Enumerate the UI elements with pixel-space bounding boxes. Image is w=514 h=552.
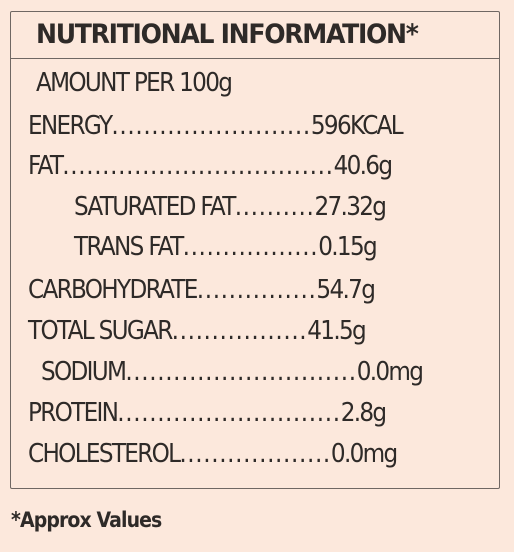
amount-per-label: AMOUNT PER 100g — [36, 68, 233, 98]
nutrient-row-saturated-fat: SATURATED FAT..........27.32g — [74, 192, 387, 222]
nutrient-row-cholesterol: CHOLESTEROL...................0.0mg — [28, 439, 398, 469]
nutrient-row-fat: FAT..................................40.… — [28, 151, 393, 181]
nutrient-value: 596KCAL — [310, 111, 404, 141]
dot-leader: .......... — [234, 192, 315, 222]
nutrient-row-energy: ENERGY.........................596KCAL — [28, 111, 404, 141]
nutrient-value: 41.5g — [307, 316, 366, 346]
dot-leader: ................. — [171, 316, 308, 346]
nutrient-row-protein: PROTEIN............................2.8g — [28, 398, 387, 428]
approx-values-footnote: *Approx Values — [11, 508, 162, 532]
nutrient-label: FAT — [28, 151, 64, 181]
nutrient-value: 27.32g — [314, 192, 386, 222]
dot-leader: ................. — [182, 232, 319, 262]
nutrient-value: 0.0mg — [330, 439, 398, 469]
nutrient-label: ENERGY — [28, 111, 113, 141]
nutrient-row-trans-fat: TRANS FAT.................0.15g — [74, 232, 378, 262]
nutrient-row-sodium: SODIUM.............................0.0mg — [41, 357, 424, 387]
nutrition-panel — [10, 11, 500, 489]
nutrient-label: PROTEIN — [28, 398, 119, 428]
dot-leader: ............................. — [125, 357, 357, 387]
nutrient-label: SODIUM — [41, 357, 127, 387]
nutrient-label: TOTAL SUGAR — [28, 316, 173, 346]
dot-leader: ......................... — [111, 111, 311, 141]
nutrient-value: 40.6g — [333, 151, 393, 181]
nutrient-value: 0.15g — [318, 232, 377, 262]
dot-leader: ............... — [196, 275, 317, 305]
nutrient-row-total-sugar: TOTAL SUGAR.................41.5g — [28, 316, 367, 346]
dot-leader: ............................ — [117, 398, 341, 428]
panel-title: NUTRITIONAL INFORMATION* — [36, 19, 419, 50]
nutrient-label: CHOLESTEROL — [28, 439, 181, 469]
nutrient-label: TRANS FAT — [74, 232, 184, 262]
dot-leader: .................................. — [62, 151, 334, 181]
nutrient-label: SATURATED FAT — [74, 192, 236, 222]
dot-leader: ................... — [179, 439, 331, 469]
nutrient-row-carbohydrate: CARBOHYDRATE...............54.7g — [28, 275, 376, 305]
nutrient-value: 54.7g — [316, 275, 375, 305]
title-divider — [10, 58, 500, 59]
nutrient-value: 2.8g — [340, 398, 387, 428]
nutrient-label: CARBOHYDRATE — [28, 275, 198, 305]
nutrient-value: 0.0mg — [356, 357, 424, 387]
